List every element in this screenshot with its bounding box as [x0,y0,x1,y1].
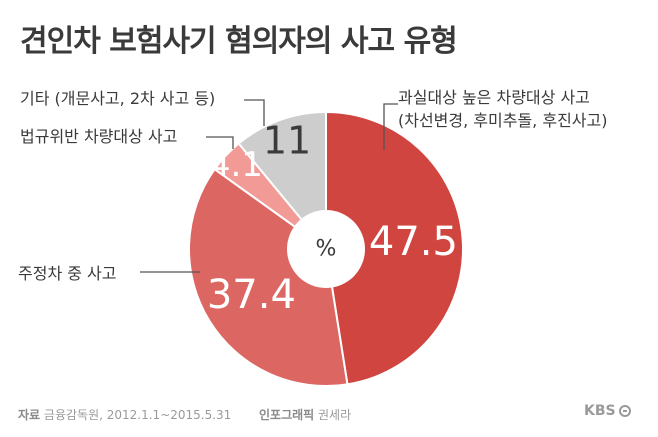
leader-line-law-violation-vehicle [206,136,234,149]
leader-line-other [244,99,265,126]
center-unit-label: % [316,237,337,262]
pie-slice-high-fault-vehicle [325,110,464,386]
source-text: 금융감독원, 2012.1.1~2015.5.31 [43,408,232,422]
logo-text: KBS [584,403,616,419]
logo-ring-icon [618,405,631,417]
kbs-logo: KBS [584,403,631,419]
chart-title: 견인차 보험사기 혐의자의 사고 유형 [20,24,458,59]
leader-line-high-fault-vehicle [383,103,398,150]
slice-label-other: 기타 (개문사고, 2차 사고 등) [20,89,215,108]
slice-label-parked-vehicle: 주정차 중 사고 [18,264,117,283]
pie-slice-other [237,110,327,252]
credit-label: 인포그래픽 [258,408,315,422]
slice-label-high-fault-vehicle: 과실대상 높은 차량대상 사고 (차선변경, 후미추돌, 후진사고) [398,88,607,130]
source-label: 자료 [18,408,41,422]
donut-center [287,210,365,288]
footer: 자료 금융감독원, 2012.1.1~2015.5.31 인포그래픽 권세라 [18,406,351,423]
slice-value-law-violation-vehicle: 4.1 [209,145,263,185]
slice-value-parked-vehicle: 37.4 [207,272,296,318]
slice-value-high-fault-vehicle: 47.5 [369,219,458,265]
slice-label-law-violation-vehicle: 법규위반 차량대상 사고 [20,127,177,146]
slice-value-other: 11 [263,119,311,163]
credit-text: 권세라 [318,408,352,422]
pie-slice-parked-vehicle [188,167,349,387]
